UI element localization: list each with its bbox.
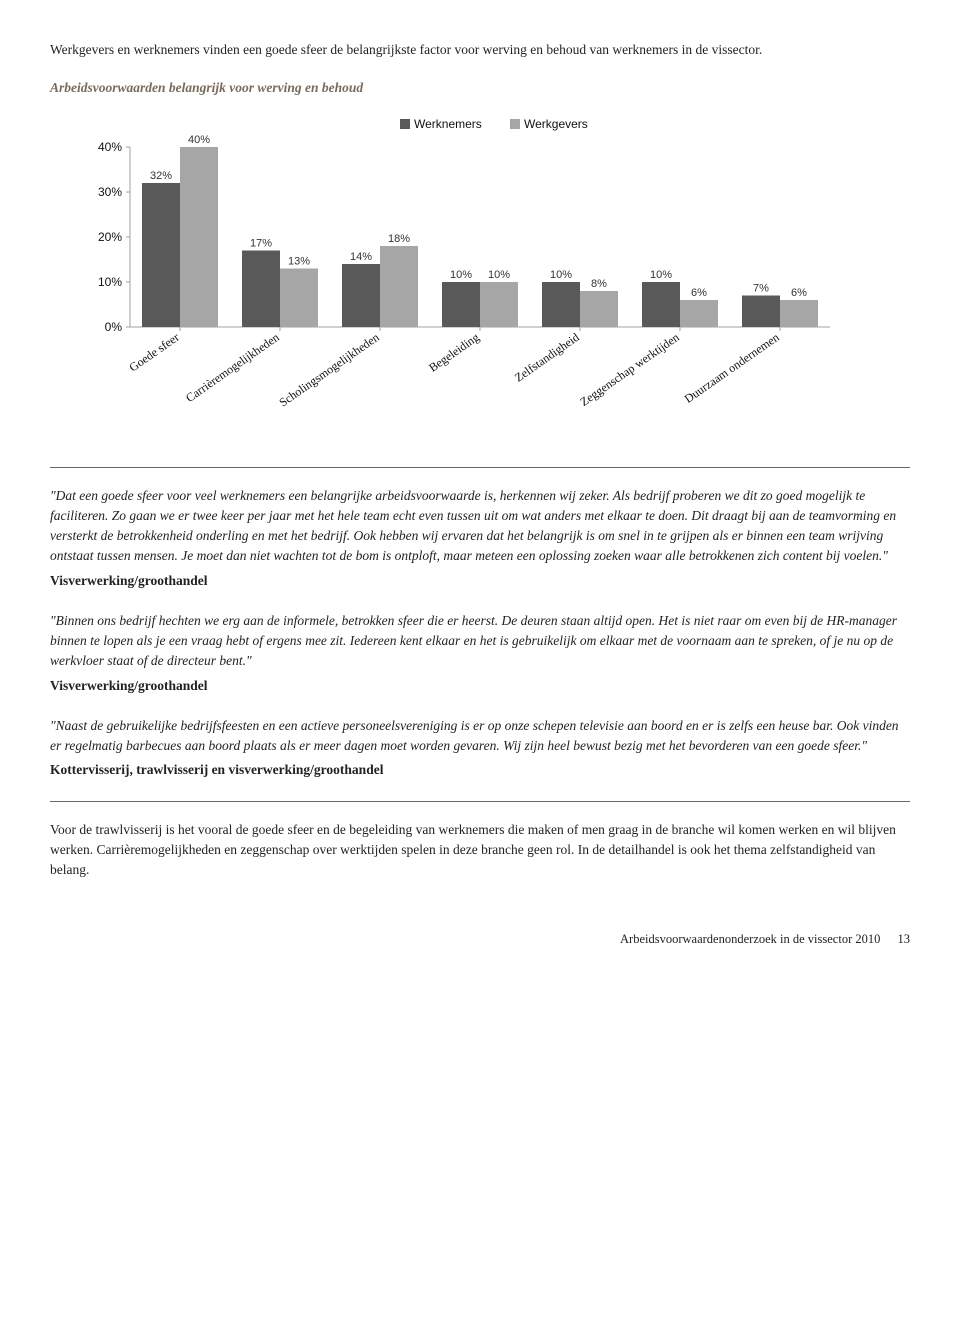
svg-text:Carrièremogelijkheden: Carrièremogelijkheden bbox=[183, 329, 282, 404]
svg-text:10%: 10% bbox=[650, 269, 672, 281]
svg-text:20%: 20% bbox=[98, 230, 122, 244]
footer-title: Arbeidsvoorwaardenonderzoek in de vissec… bbox=[620, 932, 880, 946]
quote-2-text: "Binnen ons bedrijf hechten we erg aan d… bbox=[50, 611, 910, 672]
quote-3-source: Kottervisserij, trawlvisserij en visverw… bbox=[50, 760, 910, 780]
svg-text:17%: 17% bbox=[250, 237, 272, 249]
chart-container: Werknemers Werkgevers 0% 10% 20% 30% 40% 32% 40%… bbox=[50, 117, 910, 427]
quote-3-text: "Naast de gebruikelijke bedrijfsfeesten … bbox=[50, 716, 910, 757]
svg-text:Begeleiding: Begeleiding bbox=[426, 329, 482, 374]
svg-text:10%: 10% bbox=[98, 275, 122, 289]
footer-page-number: 13 bbox=[898, 932, 911, 946]
quote-1-source: Visverwerking/groothandel bbox=[50, 571, 910, 591]
svg-text:30%: 30% bbox=[98, 185, 122, 199]
svg-text:10%: 10% bbox=[450, 269, 472, 281]
svg-text:10%: 10% bbox=[550, 269, 572, 281]
after-paragraph: Voor de trawlvisserij is het vooral de g… bbox=[50, 820, 910, 881]
svg-text:32%: 32% bbox=[150, 170, 172, 182]
svg-text:40%: 40% bbox=[188, 134, 210, 146]
bar-chart: Werknemers Werkgevers 0% 10% 20% 30% 40% 32% 40%… bbox=[80, 117, 840, 427]
svg-text:18%: 18% bbox=[388, 233, 410, 245]
svg-text:Duurzaam ondernemen: Duurzaam ondernemen bbox=[682, 329, 782, 405]
svg-text:Werkgevers: Werkgevers bbox=[524, 117, 588, 131]
svg-text:14%: 14% bbox=[350, 251, 372, 263]
svg-text:7%: 7% bbox=[753, 282, 769, 294]
svg-text:Zelfstandigheid: Zelfstandigheid bbox=[512, 329, 582, 384]
svg-text:40%: 40% bbox=[98, 140, 122, 154]
svg-text:6%: 6% bbox=[791, 287, 807, 299]
separator-bottom bbox=[50, 801, 910, 802]
page-footer: Arbeidsvoorwaardenonderzoek in de vissec… bbox=[50, 930, 910, 949]
quote-1-text: "Dat een goede sfeer voor veel werknemer… bbox=[50, 486, 910, 567]
chart-title: Arbeidsvoorwaarden belangrijk voor wervi… bbox=[50, 78, 910, 98]
svg-text:Werknemers: Werknemers bbox=[414, 117, 482, 131]
svg-text:Zeggenschap werktijden: Zeggenschap werktijden bbox=[577, 329, 681, 408]
quote-2-source: Visverwerking/groothandel bbox=[50, 676, 910, 696]
separator-top bbox=[50, 467, 910, 468]
svg-text:6%: 6% bbox=[691, 287, 707, 299]
svg-text:Scholingsmogelijkheden: Scholingsmogelijkheden bbox=[276, 329, 381, 409]
intro-text: Werkgevers en werknemers vinden een goed… bbox=[50, 40, 910, 60]
svg-text:13%: 13% bbox=[288, 255, 310, 267]
svg-text:8%: 8% bbox=[591, 278, 607, 290]
svg-text:Goede sfeer: Goede sfeer bbox=[126, 329, 181, 374]
svg-text:10%: 10% bbox=[488, 269, 510, 281]
svg-text:0%: 0% bbox=[105, 320, 123, 334]
